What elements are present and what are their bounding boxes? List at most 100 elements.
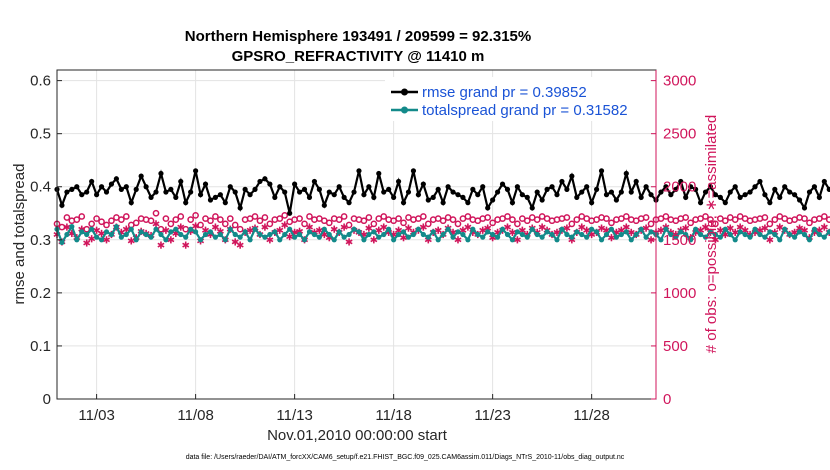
- obs-possible-point: [276, 215, 284, 222]
- obs-assimilated-point: [419, 223, 427, 231]
- rmse-point: [613, 197, 619, 203]
- totalspread-point: [752, 226, 758, 232]
- x-axis-label: Nov.01,2010 00:00:00 start: [267, 427, 448, 444]
- y-left-tick-label: 0.5: [30, 126, 51, 143]
- legend-box: [385, 77, 650, 121]
- rmse-point: [371, 194, 377, 200]
- obs-possible-point: [820, 213, 828, 220]
- totalspread-point: [128, 226, 134, 232]
- rmse-point: [292, 181, 298, 187]
- totalspread-point: [717, 234, 723, 240]
- obs-possible-point: [63, 214, 71, 221]
- obs-possible-point: [207, 217, 214, 225]
- totalspread-point: [821, 234, 827, 240]
- rmse-point: [603, 192, 610, 198]
- rmse-point: [321, 202, 327, 208]
- rmse-point: [782, 184, 788, 190]
- rmse-point: [376, 170, 382, 177]
- totalspread-point: [193, 229, 199, 235]
- obs-possible-point: [484, 214, 492, 221]
- rmse-point: [143, 184, 149, 190]
- rmse-point: [747, 189, 753, 195]
- obs-possible-point: [825, 216, 830, 223]
- rmse-point: [64, 189, 70, 195]
- totalspread-point: [683, 231, 689, 238]
- totalspread-point: [361, 237, 367, 243]
- obs-possible-point: [340, 213, 348, 220]
- obs-possible-point: [766, 220, 774, 228]
- totalspread-point: [202, 231, 209, 238]
- rmse-point: [440, 200, 446, 206]
- obs-assimilated-point: [464, 223, 472, 231]
- obs-assimilated-point: [276, 226, 284, 234]
- rmse-point: [98, 184, 105, 190]
- totalspread-point: [257, 231, 263, 238]
- obs-possible-point: [335, 216, 343, 223]
- totalspread-point: [514, 229, 520, 235]
- obs-possible-point: [563, 214, 571, 221]
- obs-assimilated-point: [380, 223, 388, 231]
- obs-possible-point: [325, 219, 333, 227]
- obs-assimilated-point: [281, 221, 289, 229]
- rmse-point: [425, 197, 431, 203]
- rmse-point: [787, 189, 793, 195]
- totalspread-point: [108, 231, 115, 238]
- obs-assimilated-point: [454, 236, 462, 244]
- obs-assimilated-point: [761, 224, 769, 232]
- obs-possible-point: [761, 214, 769, 221]
- totalspread-point: [697, 231, 704, 238]
- axis-ticks: 0 0.1 0.2 0.3 0.4 0.5 0.6 0 500 1000 1500 2000 2500 3…: [30, 70, 696, 424]
- obs-possible-point: [360, 217, 368, 225]
- totalspread-point: [623, 229, 629, 235]
- totalspread-point: [801, 231, 808, 238]
- obs-possible-point: [647, 220, 655, 228]
- totalspread-point: [702, 234, 709, 240]
- rmse-point: [296, 189, 303, 195]
- rmse-point: [638, 194, 644, 200]
- rmse-point: [207, 197, 214, 203]
- totalspread-point: [217, 231, 223, 238]
- totalspread-point: [465, 237, 471, 243]
- rmse-point: [400, 200, 407, 206]
- totalspread-point: [455, 229, 461, 235]
- rmse-point: [282, 189, 288, 195]
- totalspread-point: [282, 231, 288, 238]
- obs-assimilated-point: [102, 236, 111, 244]
- obs-possible-point: [682, 214, 690, 221]
- obs-possible-point: [167, 220, 175, 228]
- totalspread-point: [430, 229, 436, 235]
- totalspread-point: [727, 231, 733, 238]
- rmse-point: [564, 186, 570, 192]
- rmse-point: [69, 186, 75, 192]
- rmse-point: [519, 192, 525, 198]
- chart-title: Northern Hemisphere 193491 / 209599 = 92…: [185, 28, 531, 45]
- y-left-tick-label: 0.2: [30, 285, 51, 302]
- rmse-point: [222, 200, 228, 206]
- totalspread-point: [386, 226, 392, 232]
- obs-possible-point: [771, 216, 779, 223]
- obs-possible-point: [192, 212, 199, 219]
- rmse-point: [405, 189, 412, 195]
- totalspread-point: [470, 226, 476, 232]
- rmse-point: [663, 184, 669, 190]
- totalspread-point: [252, 226, 258, 232]
- rmse-point: [430, 194, 436, 200]
- totalspread-point: [638, 226, 644, 232]
- legend-spread-marker: [401, 106, 408, 114]
- rmse-point: [569, 173, 575, 179]
- rmse-point: [316, 186, 322, 192]
- obs-possible-point: [212, 213, 219, 220]
- rmse-point: [257, 178, 263, 185]
- obs-assimilated-point: [177, 223, 185, 231]
- rmse-point: [217, 192, 223, 198]
- rmse-point: [267, 181, 273, 187]
- obs-possible-point: [395, 215, 402, 222]
- totalspread-point: [381, 231, 387, 238]
- totalspread-point: [534, 231, 540, 238]
- rmse-point: [658, 189, 664, 195]
- obs-possible-point: [251, 213, 259, 220]
- rmse-point: [74, 184, 80, 190]
- totalspread-point: [133, 237, 139, 243]
- rmse-point: [237, 205, 243, 211]
- totalspread-point: [138, 229, 144, 235]
